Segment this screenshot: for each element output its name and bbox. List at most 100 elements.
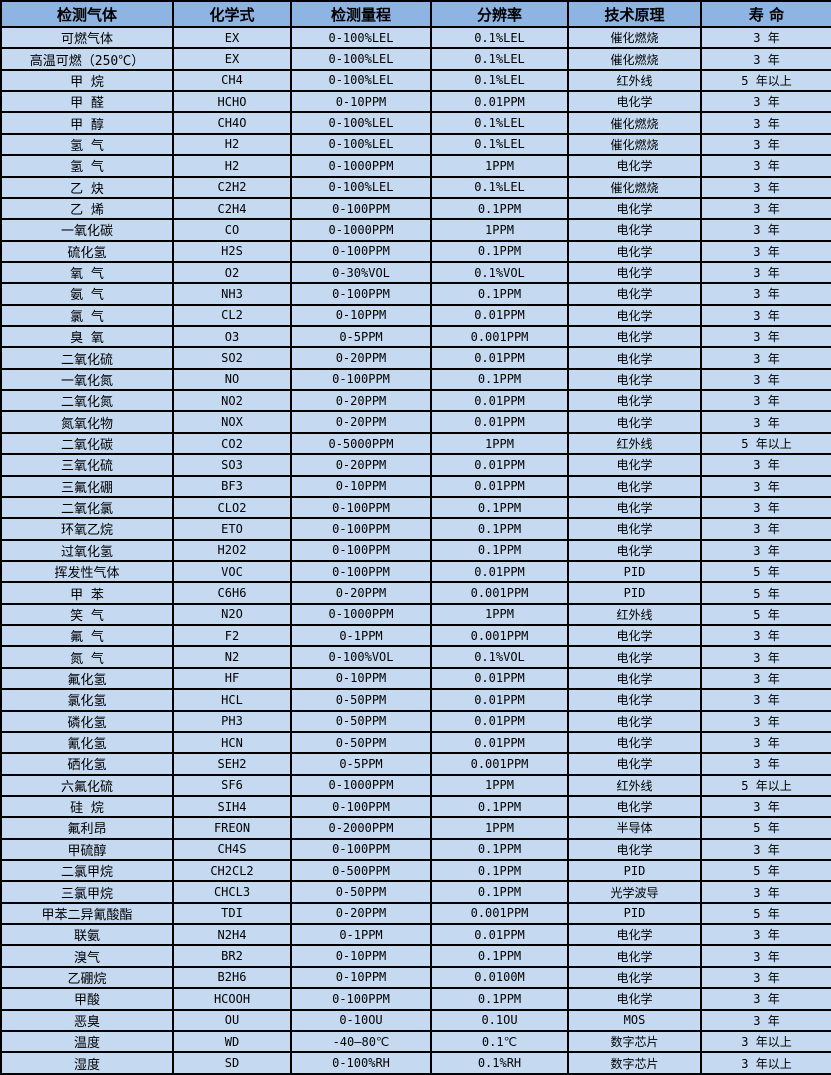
table-cell: 二氧化碳 <box>0 431 174 456</box>
table-cell: 5 年 <box>700 816 831 840</box>
table-cell: CH2CL2 <box>172 858 292 883</box>
table-cell: 0-20PPM <box>290 901 432 926</box>
table-row: 二氧化氯 CLO2 0-100PPM 0.1PPM 电化学 3 年 <box>0 495 831 520</box>
table-body: 可燃气体 EX 0-100%LEL 0.1%LEL 催化燃烧 3 年高温可燃（250℃） E… <box>0 25 831 1075</box>
table-cell: 0.1℃ <box>430 1029 569 1054</box>
table-cell: 3 年 <box>700 645 831 669</box>
table-row: 甲酸 HCOOH 0-100PPM 0.1PPM 电化学 3 年 <box>0 987 831 1011</box>
table-cell: EX <box>172 47 292 71</box>
table-cell: 0.1%RH <box>430 1051 569 1075</box>
table-cell: 电化学 <box>567 325 702 349</box>
table-cell: 0-100PPM <box>290 538 432 563</box>
table-cell: 1PPM <box>430 154 569 178</box>
table-cell: 0.1PPM <box>430 517 569 541</box>
table-row: 联氨 N2H4 0-1PPM 0.01PPM 电化学 3 年 <box>0 923 831 947</box>
table-cell: 电化学 <box>567 688 702 712</box>
table-cell: 0.01PPM <box>430 730 569 755</box>
table-cell: 0-1000PPM <box>290 602 432 627</box>
table-cell: 0.1OU <box>430 1008 569 1032</box>
table-cell: 电化学 <box>567 90 702 114</box>
table-cell: 3 年 <box>700 132 831 157</box>
table-cell: 红外线 <box>567 773 702 797</box>
table-cell: HCOOH <box>172 987 292 1011</box>
table-cell: 1PPM <box>430 602 569 627</box>
table-cell: 0-100PPM <box>290 282 432 306</box>
table-cell: 0.01PPM <box>430 923 569 947</box>
table-cell: 0-20PPM <box>290 581 432 605</box>
table-cell: 0-500PPM <box>290 858 432 883</box>
table-cell: 5 年以上 <box>700 773 831 797</box>
table-cell: 3 年 <box>700 1008 831 1032</box>
table-cell: 0-100%LEL <box>290 47 432 71</box>
table-cell: 3 年 <box>700 410 831 434</box>
table-cell: CL2 <box>172 303 292 328</box>
table-cell: 催化燃烧 <box>567 47 702 71</box>
table-row: 甲苯二异氰酸酯 TDI 0-20PPM 0.001PPM PID 5 年 <box>0 901 831 926</box>
table-row: 乙 烯 C2H4 0-100PPM 0.1PPM 电化学 3 年 <box>0 196 831 221</box>
table-cell: 5 年 <box>700 559 831 584</box>
table-cell: 0.01PPM <box>430 559 569 584</box>
table-cell: 3 年 <box>700 260 831 285</box>
table-cell: CH4S <box>172 837 292 862</box>
table-cell: 0.01PPM <box>430 303 569 328</box>
table-cell: 3 年 <box>700 538 831 563</box>
table-cell: 电化学 <box>567 517 702 541</box>
table-cell: 0-10PPM <box>290 90 432 114</box>
table-cell: 0.1PPM <box>430 367 569 392</box>
table-row: 挥发性气体 VOC 0-100PPM 0.01PPM PID 5 年 <box>0 559 831 584</box>
table-cell: 0.01PPM <box>430 709 569 733</box>
table-cell: 0-100%LEL <box>290 111 432 135</box>
table-cell: 红外线 <box>567 431 702 456</box>
table-row: 硒化氢 SEH2 0-5PPM 0.001PPM 电化学 3 年 <box>0 752 831 776</box>
table-cell: 挥发性气体 <box>0 559 174 584</box>
table-cell: 电化学 <box>567 645 702 669</box>
table-cell: 0-1PPM <box>290 923 432 947</box>
table-cell: BR2 <box>172 944 292 968</box>
table-cell: 0-10OU <box>290 1008 432 1032</box>
table-cell: 0-100%RH <box>290 1051 432 1075</box>
table-cell: NH3 <box>172 282 292 306</box>
table-cell: 氢 气 <box>0 154 174 178</box>
table-cell: 3 年 <box>700 346 831 370</box>
table-cell: 0.0100M <box>430 965 569 990</box>
table-row: 三氧化硫 SO3 0-20PPM 0.01PPM 电化学 3 年 <box>0 453 831 477</box>
table-cell: 0-100%LEL <box>290 68 432 93</box>
table-cell: 温度 <box>0 1029 174 1054</box>
table-cell: 二氧化氮 <box>0 389 174 413</box>
table-row: 二氧化氮 NO2 0-20PPM 0.01PPM 电化学 3 年 <box>0 389 831 413</box>
table-cell: 1PPM <box>430 816 569 840</box>
table-row: 溴气 BR2 0-10PPM 0.1PPM 电化学 3 年 <box>0 944 831 968</box>
table-cell: PH3 <box>172 709 292 733</box>
table-cell: 0-1000PPM <box>290 154 432 178</box>
table-cell: 光学波导 <box>567 880 702 904</box>
table-cell: 0-10PPM <box>290 666 432 691</box>
table-cell: 电化学 <box>567 538 702 563</box>
table-cell: 0-20PPM <box>290 410 432 434</box>
table-cell: 电化学 <box>567 154 702 178</box>
table-cell: 3 年 <box>700 837 831 862</box>
table-cell: 0.1PPM <box>430 196 569 221</box>
table-cell: N2 <box>172 645 292 669</box>
table-cell: 电化学 <box>567 495 702 520</box>
table-cell: 0-20PPM <box>290 453 432 477</box>
table-row: 三氟化硼 BF3 0-10PPM 0.01PPM 电化学 3 年 <box>0 474 831 498</box>
table-row: 六氟化硫 SF6 0-1000PPM 1PPM 红外线 5 年以上 <box>0 773 831 797</box>
table-cell: 电化学 <box>567 239 702 263</box>
table-cell: 0.01PPM <box>430 90 569 114</box>
table-cell: 甲酸 <box>0 987 174 1011</box>
table-cell: 3 年 <box>700 923 831 947</box>
table-cell: 环氧乙烷 <box>0 517 174 541</box>
table-cell: 0.1%LEL <box>430 68 569 93</box>
table-cell: 氟利昂 <box>0 816 174 840</box>
table-cell: 恶臭 <box>0 1008 174 1032</box>
table-row: 二氯甲烷 CH2CL2 0-500PPM 0.1PPM PID 5 年 <box>0 858 831 883</box>
table-cell: 数字芯片 <box>567 1029 702 1054</box>
table-row: 高温可燃（250℃） EX 0-100%LEL 0.1%LEL 催化燃烧 3 年 <box>0 47 831 71</box>
table-cell: VOC <box>172 559 292 584</box>
table-cell: O3 <box>172 325 292 349</box>
table-row: 氟利昂 FREON 0-2000PPM 1PPM 半导体 5 年 <box>0 816 831 840</box>
table-cell: 3 年 <box>700 965 831 990</box>
table-cell: 高温可燃（250℃） <box>0 47 174 71</box>
table-cell: 甲 醛 <box>0 90 174 114</box>
table-cell: 电化学 <box>567 987 702 1011</box>
